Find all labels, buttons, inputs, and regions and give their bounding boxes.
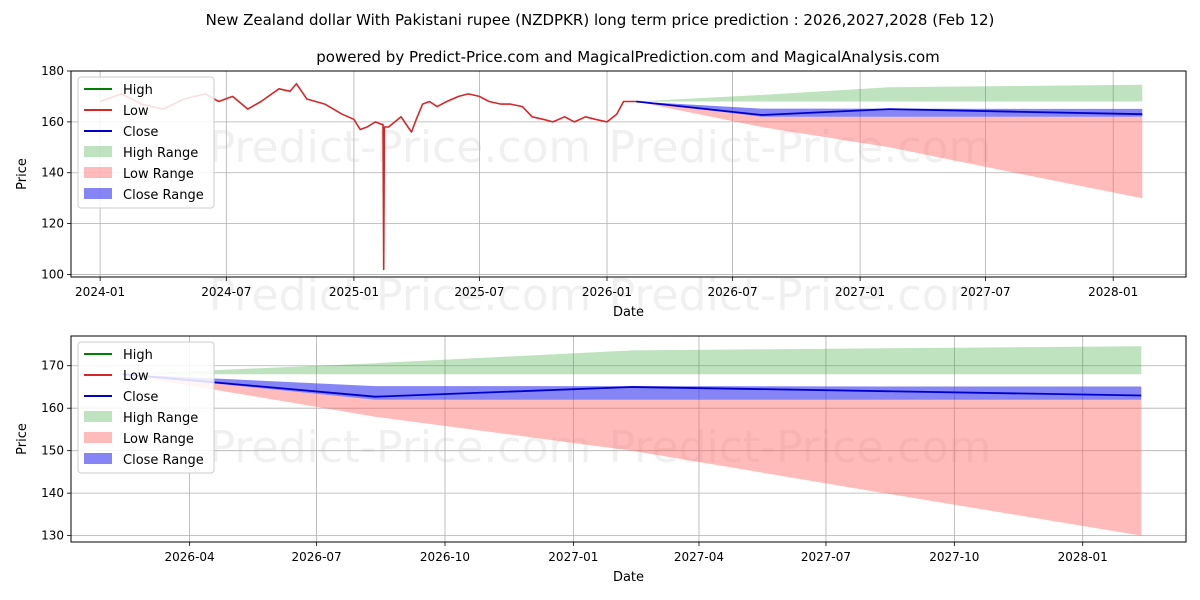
watermark-text: Predict-Price.com xyxy=(209,422,592,473)
y-tick-label-140: 140 xyxy=(41,166,64,180)
legend-label-close-range: Close Range xyxy=(123,188,204,203)
close-forecast-line xyxy=(636,100,1143,116)
x-tick-label-2025-07: 2025-07 xyxy=(454,285,504,299)
x-tick-label-2028-01: 2028-01 xyxy=(1058,550,1108,564)
y-axis-label: Price xyxy=(15,423,30,455)
x-tick-label-2026-07: 2026-07 xyxy=(707,285,757,299)
legend-label-high: High xyxy=(123,348,153,363)
y-tick-label-160: 160 xyxy=(41,401,64,415)
x-tick-label-2026-07: 2026-07 xyxy=(292,550,342,564)
plot-area xyxy=(99,82,1143,271)
x-tick-label-2026-01: 2026-01 xyxy=(582,285,632,299)
legend-label-high-range: High Range xyxy=(123,411,198,426)
x-tick-label-2025-01: 2025-01 xyxy=(329,285,379,299)
x-tick-label-2027-10: 2027-10 xyxy=(929,550,979,564)
legend-label-low: Low xyxy=(123,369,149,384)
y-tick-label-160: 160 xyxy=(41,115,64,129)
high-range-band xyxy=(122,346,1142,375)
legend-label-close: Close xyxy=(123,125,158,140)
high-range-band xyxy=(636,84,1143,102)
legend-label-close-range: Close Range xyxy=(123,453,204,468)
legend-label-low-range: Low Range xyxy=(123,432,194,447)
close-forecast-line xyxy=(122,373,1142,398)
watermark-text: Predict-Price.com xyxy=(609,122,992,173)
watermark-text: Predict-Price.com xyxy=(209,270,592,321)
legend-swatch-high-range xyxy=(84,411,112,422)
plot-area xyxy=(122,346,1142,536)
top-panel: Predict-Price.com Predict-Price.com Predic… xyxy=(15,64,1187,321)
x-tick-label-2024-01: 2024-01 xyxy=(75,285,125,299)
legend-label-low: Low xyxy=(123,104,149,119)
y-tick-label-100: 100 xyxy=(41,267,64,281)
x-tick-label-2026-04: 2026-04 xyxy=(165,550,215,564)
legend-label-high: High xyxy=(123,83,153,98)
low-price-history-line xyxy=(99,82,637,271)
y-tick-label-140: 140 xyxy=(41,486,64,500)
chart-title: New Zealand dollar With Pakistani rupee … xyxy=(206,11,995,29)
x-tick-label-2024-07: 2024-07 xyxy=(201,285,251,299)
x-tick-label-2027-01: 2027-01 xyxy=(548,550,598,564)
watermark-text: Predict-Price.com xyxy=(609,270,992,321)
legend-swatch-high-range xyxy=(84,146,112,157)
watermark-text: Predict-Price.com xyxy=(209,122,592,173)
y-tick-label-150: 150 xyxy=(41,444,64,458)
legend: High Low Close High Range Low Range Close Ran… xyxy=(77,76,215,209)
y-tick-label-120: 120 xyxy=(41,217,64,231)
x-axis-label: Date xyxy=(613,570,644,585)
legend-label-close: Close xyxy=(123,390,158,405)
legend-swatch-close-range xyxy=(84,188,112,199)
x-tick-label-2027-01: 2027-01 xyxy=(835,285,885,299)
y-tick-label-130: 130 xyxy=(41,529,64,543)
x-tick-label-2026-10: 2026-10 xyxy=(420,550,470,564)
bottom-panel: Predict-Price.com Predict-Price.com 2026-0… xyxy=(15,335,1187,585)
x-tick-label-2027-07: 2027-07 xyxy=(961,285,1011,299)
plot-frame xyxy=(70,70,1187,278)
chart-subtitle: powered by Predict-Price.com and Magical… xyxy=(316,48,940,66)
legend-swatch-low-range xyxy=(84,432,112,443)
legend-swatch-close-range xyxy=(84,453,112,464)
legend-swatch-low-range xyxy=(84,167,112,178)
low-range-band xyxy=(636,101,1143,199)
watermark-text: Predict-Price.com xyxy=(609,422,992,473)
low-range-band xyxy=(122,374,1142,536)
legend-label-low-range: Low Range xyxy=(123,167,194,182)
x-tick-label-2027-07: 2027-07 xyxy=(801,550,851,564)
legend: High Low Close High Range Low Range Close Ran… xyxy=(77,341,215,474)
x-axis-label: Date xyxy=(613,305,644,320)
x-tick-label-2027-04: 2027-04 xyxy=(674,550,724,564)
y-axis-label: Price xyxy=(15,158,30,190)
plot-frame xyxy=(70,335,1187,543)
x-tick-label-2028-01: 2028-01 xyxy=(1088,285,1138,299)
y-tick-label-180: 180 xyxy=(41,64,64,78)
y-tick-label-170: 170 xyxy=(41,359,64,373)
legend-label-high-range: High Range xyxy=(123,146,198,161)
